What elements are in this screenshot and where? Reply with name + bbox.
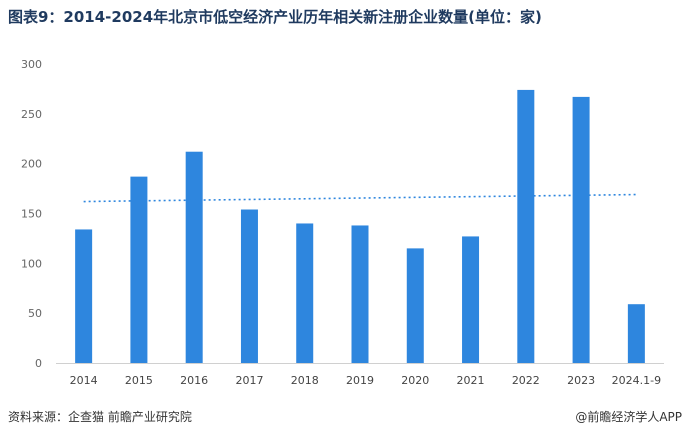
footer: 资料来源：企查猫 前瞻产业研究院 @前瞻经济学人APP [0, 408, 691, 430]
x-tick-label: 2019 [346, 374, 374, 387]
trend-line [83, 193, 637, 203]
bar [627, 304, 645, 363]
x-tick-label: 2022 [512, 374, 540, 387]
bar-series [75, 89, 645, 363]
y-tick-label: 250 [21, 108, 42, 121]
bar [185, 151, 203, 363]
bar [351, 225, 369, 363]
y-axis-ticks: 0 50 100 150 200 250 300 [21, 58, 42, 370]
x-tick-label: 2020 [401, 374, 429, 387]
y-tick-label: 200 [21, 158, 42, 171]
x-tick-label: 2017 [235, 374, 263, 387]
x-axis-ticks: 2014 2015 2016 2017 2018 2019 2020 2021 2022 2023… [70, 374, 661, 387]
bar [296, 223, 314, 363]
bar [240, 209, 258, 363]
bar [406, 248, 424, 363]
y-tick-label: 0 [35, 357, 42, 370]
y-tick-label: 150 [21, 208, 42, 221]
y-tick-label: 300 [21, 58, 42, 71]
x-tick-label: 2024.1-9 [612, 374, 661, 387]
brand-credit: @前瞻经济学人APP [575, 410, 682, 424]
source-note: 资料来源：企查猫 前瞻产业研究院 [8, 410, 192, 424]
bar [517, 89, 535, 363]
y-tick-label: 100 [21, 257, 42, 270]
bar [462, 236, 480, 363]
x-tick-label: 2015 [125, 374, 153, 387]
chart-title: 图表9：2014-2024年北京市低空经济产业历年相关新注册企业数量(单位：家) [8, 8, 542, 26]
bar [572, 96, 590, 363]
x-tick-label: 2021 [457, 374, 485, 387]
y-tick-label: 50 [28, 307, 42, 320]
bar [75, 229, 93, 363]
x-tick-label: 2014 [70, 374, 98, 387]
bar [130, 176, 148, 363]
x-tick-label: 2018 [291, 374, 319, 387]
x-tick-label: 2016 [180, 374, 208, 387]
x-tick-label: 2023 [567, 374, 595, 387]
